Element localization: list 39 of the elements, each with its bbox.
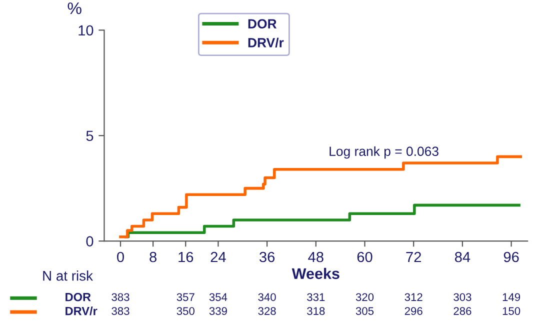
text: DRV/r	[66, 306, 98, 316]
x-axis-title: Weeks	[292, 268, 340, 280]
text: 331	[307, 293, 325, 302]
text: 357	[176, 293, 194, 302]
text: DOR	[66, 292, 91, 302]
y-tick-label: 10	[78, 25, 94, 36]
y-axis-title: %	[68, 2, 82, 14]
text: 383	[112, 307, 130, 315]
text: 296	[404, 307, 422, 315]
text: N at risk	[43, 270, 93, 281]
text: 149	[502, 293, 520, 302]
text: 303	[454, 293, 472, 302]
x-tick-label: 60	[357, 252, 372, 262]
legend-label: DRV/r	[248, 38, 284, 48]
text: 339	[209, 307, 227, 315]
text: 354	[209, 293, 228, 302]
text: 340	[258, 293, 276, 302]
text: 328	[258, 307, 276, 315]
y-tick-label: 5	[86, 130, 94, 142]
text: 312	[404, 293, 422, 302]
legend-label: DOR	[248, 19, 277, 28]
text: 350	[176, 307, 194, 315]
text: 320	[356, 293, 374, 302]
text: 318	[307, 307, 325, 315]
x-tick-label: 36	[259, 252, 275, 262]
text: 286	[454, 307, 472, 315]
text: 150	[502, 307, 520, 315]
x-tick-label: 72	[406, 252, 421, 262]
x-tick-label: 96	[504, 252, 519, 262]
x-tick-label: 48	[308, 252, 324, 262]
x-tick-label: 24	[210, 252, 226, 262]
x-tick-label: 0	[117, 252, 124, 262]
y-tick-label: 0	[86, 236, 94, 246]
text: 305	[356, 307, 374, 315]
annotation: Log rank p = 0.063	[330, 146, 438, 159]
x-tick-label: 84	[454, 252, 470, 262]
x-tick-label: 16	[178, 252, 194, 262]
x-tick-label: 8	[150, 252, 156, 262]
text: 383	[112, 293, 130, 302]
